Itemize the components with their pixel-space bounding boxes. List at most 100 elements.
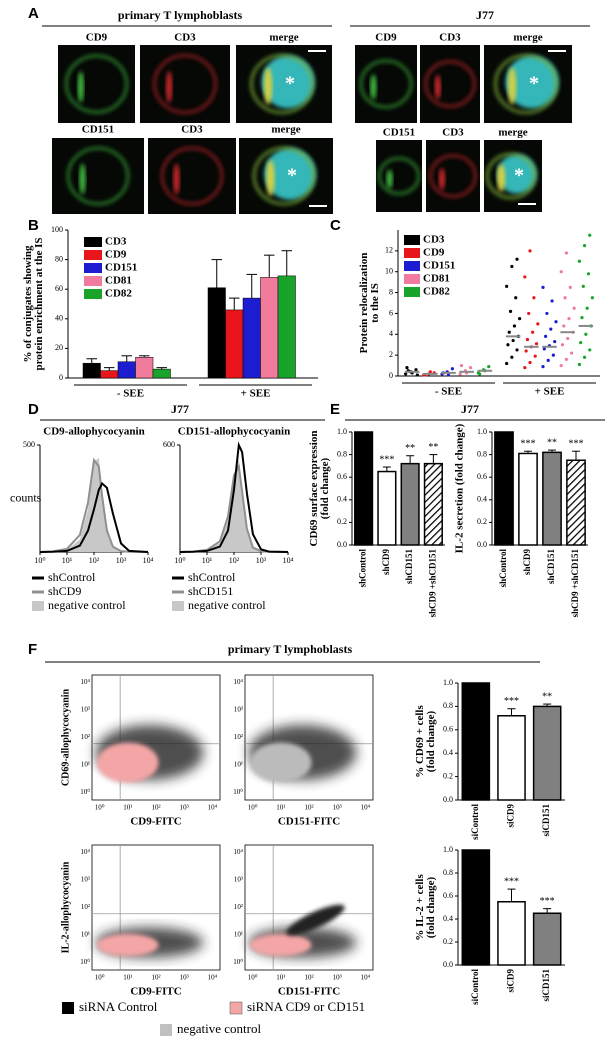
micrograph (58, 45, 135, 123)
legend-swatch (160, 1024, 172, 1036)
data-point (569, 351, 574, 355)
data-point (506, 343, 510, 347)
cell-ring (493, 53, 559, 115)
data-point (534, 342, 539, 346)
x-category-label: + SEE (535, 386, 565, 398)
data-point (505, 361, 509, 366)
y-axis-label: protein enrichment at the IS (33, 237, 45, 370)
micrograph (355, 45, 417, 123)
cell-ring (173, 163, 180, 195)
y-tick-label: 8 (389, 287, 393, 296)
cell-ring (249, 53, 315, 115)
legend-swatch (404, 235, 420, 245)
cell-ring (153, 54, 217, 114)
x-tick-label: 10⁴ (143, 556, 154, 565)
y-tick-label: 10² (234, 903, 243, 911)
data-point (577, 362, 581, 367)
data-point (585, 306, 589, 310)
data-point (507, 330, 511, 334)
y-tick-label: 12 (385, 246, 393, 255)
x-category-label: siCD151 (541, 804, 551, 837)
y-tick-label: 0.8 (443, 701, 453, 710)
image-label: CD3 (174, 32, 196, 44)
y-axis-label: CD69-allophycocyanin (60, 688, 71, 786)
y-axis-label: to the IS (369, 283, 381, 323)
data-point (478, 372, 482, 376)
legend-label: CD9 (423, 247, 445, 259)
y-tick-label: 10¹ (234, 931, 243, 939)
x-tick-label: 10⁴ (283, 556, 294, 565)
data-point (579, 341, 583, 345)
data-point (554, 320, 558, 324)
cell-ring (386, 169, 393, 189)
legend-swatch (84, 263, 102, 273)
data-point (564, 251, 568, 255)
legend-label: shCD151 (188, 584, 233, 598)
x-tick-label: 10¹ (123, 804, 132, 812)
legend-swatch (84, 289, 102, 299)
data-point (559, 270, 563, 274)
y-tick-label: 10² (81, 903, 90, 911)
significance: *** (521, 439, 536, 450)
cell-ring (160, 146, 224, 206)
data-point (566, 336, 570, 341)
data-point (562, 324, 566, 328)
y-tick-label: 10¹ (81, 761, 90, 769)
x-tick-label: 10¹ (202, 556, 213, 565)
significance: *** (540, 896, 555, 907)
y-tick-label: 1.0 (443, 678, 453, 687)
x-category-label: siCD9 (506, 804, 516, 828)
y-tick-label: 600 (163, 440, 175, 449)
legend-swatch (32, 601, 44, 611)
data-point (588, 233, 592, 237)
data-point (559, 363, 563, 368)
y-tick-label: 10⁴ (234, 848, 244, 856)
cell-ring (424, 60, 476, 108)
y-tick-label: 0.6 (337, 472, 347, 481)
x-category-label: siCD9 (506, 969, 516, 993)
cell-ring (378, 157, 420, 195)
data-point (512, 324, 517, 328)
legend-label: shCD9 (48, 584, 81, 598)
x-category-label: shCD9 +shCD151 (427, 549, 437, 618)
y-tick-label: 0.6 (443, 891, 453, 900)
x-tick-label: 10¹ (123, 974, 132, 982)
micrograph (420, 45, 480, 123)
x-category-label: shCD9 +shCD151 (570, 549, 580, 618)
data-point (515, 348, 519, 352)
legend-label: CD81 (105, 275, 132, 287)
x-category-label: - SEE (435, 386, 462, 398)
y-axis-label: IL-2-allophycocyanin (60, 861, 71, 953)
bar (566, 459, 586, 546)
data-point (528, 249, 532, 253)
bar (518, 452, 538, 546)
y-tick-label: 10⁰ (233, 958, 243, 966)
data-point (541, 365, 545, 369)
dot-cloud (250, 742, 312, 783)
y-tick-label: 10² (81, 733, 90, 741)
y-tick-label: 10⁴ (234, 678, 244, 686)
dot-cloud (286, 904, 345, 936)
legend-label: negative control (188, 598, 266, 612)
merge-marker: * (514, 165, 524, 187)
data-point (446, 373, 451, 377)
cell-ring (65, 54, 128, 114)
significance: ** (428, 442, 438, 453)
x-category-label: siControl (470, 969, 480, 1005)
data-point (563, 296, 567, 300)
data-point (459, 363, 464, 368)
y-tick-label: 0.4 (443, 914, 453, 923)
cell-nucleus (264, 148, 316, 200)
data-point (560, 343, 565, 347)
y-tick-label: 10⁰ (233, 788, 243, 796)
x-tick-label: 10¹ (276, 804, 285, 812)
legend-label: siRNA Control (79, 999, 158, 1014)
micrograph (376, 140, 422, 212)
legend-label: shControl (48, 570, 96, 584)
data-point (487, 365, 491, 369)
data-point (428, 370, 432, 374)
data-point (508, 309, 513, 313)
bar (82, 362, 101, 379)
y-tick-label: 10⁰ (80, 958, 90, 966)
legend-label: CD82 (105, 288, 132, 300)
